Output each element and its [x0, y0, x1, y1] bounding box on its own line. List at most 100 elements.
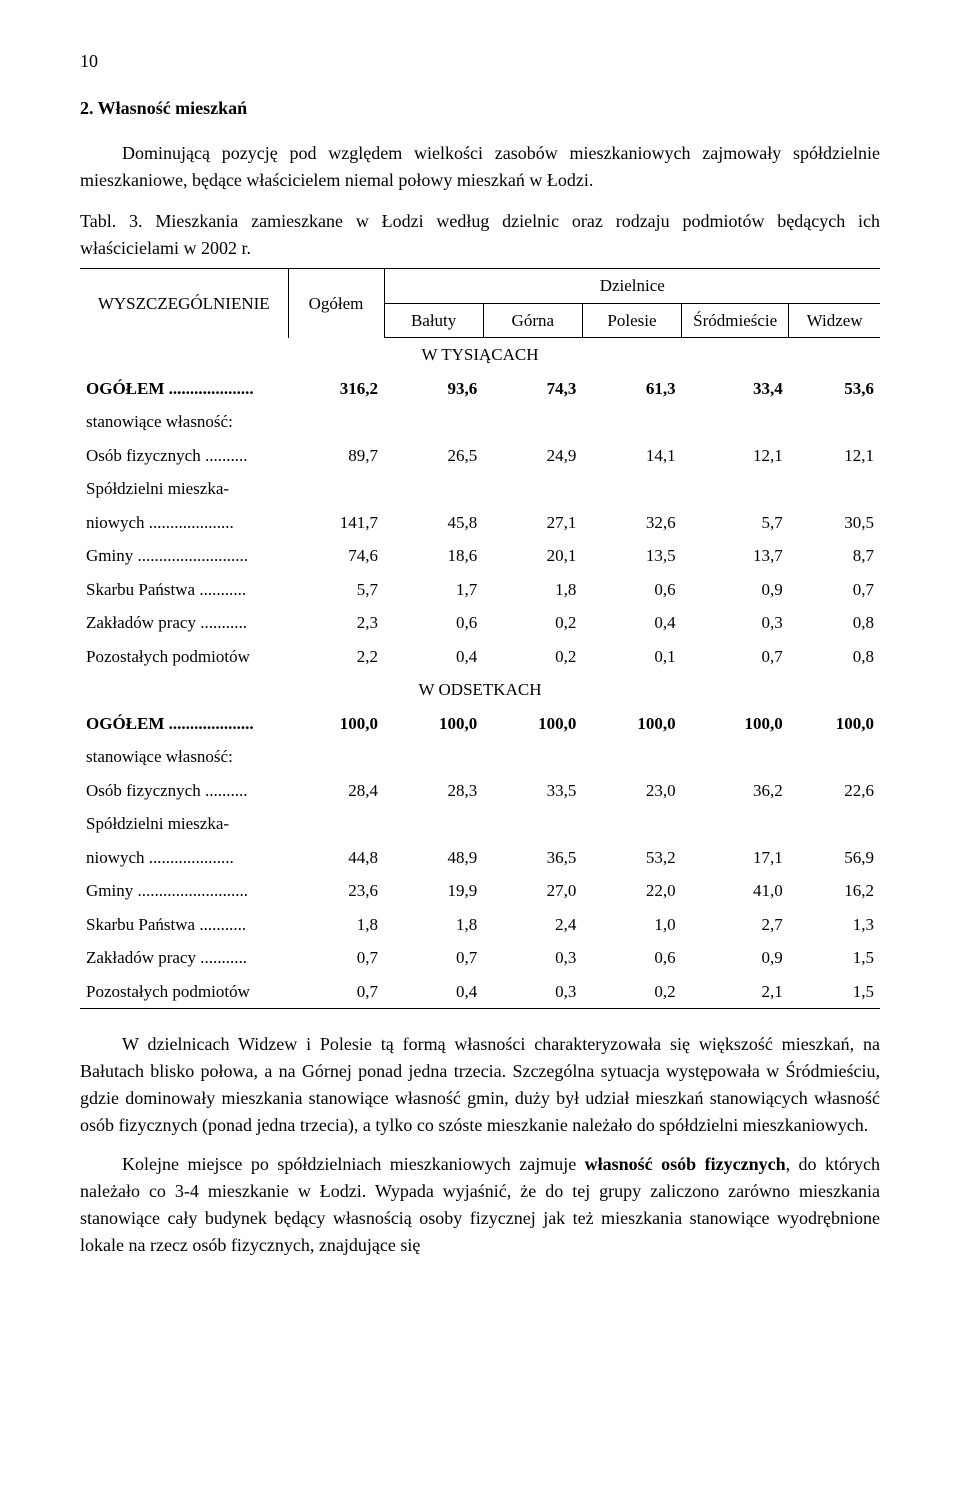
- cell: 0,6: [384, 606, 483, 640]
- row-osob-1: Osób fizycznych ..........: [80, 439, 288, 473]
- th-srodmiescie: Śródmieście: [682, 303, 789, 338]
- table-caption-text: Mieszkania zamieszkane w Łodzi według dz…: [80, 211, 880, 258]
- cell: 17,1: [682, 841, 789, 875]
- cell: 0,9: [682, 941, 789, 975]
- cell: 30,5: [789, 506, 880, 540]
- cell: 0,3: [483, 975, 582, 1009]
- cell: 100,0: [789, 707, 880, 741]
- cell: 2,1: [682, 975, 789, 1009]
- cell: 12,1: [682, 439, 789, 473]
- cell: 100,0: [582, 707, 681, 741]
- unit-thousands: W TYSIĄCACH: [80, 338, 880, 372]
- cell: 100,0: [483, 707, 582, 741]
- th-ogolem: Ogółem: [288, 269, 384, 338]
- cell: 36,5: [483, 841, 582, 875]
- paragraph-1: W dzielnicach Widzew i Polesie tą formą …: [80, 1031, 880, 1139]
- th-gorna: Górna: [483, 303, 582, 338]
- row-spol-1b: niowych ....................: [80, 506, 288, 540]
- page: 10 2. Własność mieszkań Dominującą pozyc…: [0, 0, 960, 1490]
- cell: 0,3: [483, 941, 582, 975]
- cell: 1,5: [789, 941, 880, 975]
- cell: 0,7: [288, 941, 384, 975]
- cell: 27,1: [483, 506, 582, 540]
- section-title: 2. Własność mieszkań: [80, 95, 880, 122]
- row-gminy-1: Gminy ..........................: [80, 539, 288, 573]
- cell: 1,3: [789, 908, 880, 942]
- cell: 0,4: [582, 606, 681, 640]
- cell: 22,6: [789, 774, 880, 808]
- cell: 0,8: [789, 640, 880, 674]
- row-stanowiace-1: stanowiące własność:: [80, 405, 288, 439]
- cell: 13,5: [582, 539, 681, 573]
- unit-percent: W ODSETKACH: [80, 673, 880, 707]
- row-spol-2a: Spółdzielni mieszka-: [80, 807, 288, 841]
- cell: 0,7: [682, 640, 789, 674]
- cell: 0,7: [288, 975, 384, 1009]
- cell: 14,1: [582, 439, 681, 473]
- cell: 74,3: [483, 372, 582, 406]
- cell: 26,5: [384, 439, 483, 473]
- cell: 53,6: [789, 372, 880, 406]
- cell: 1,7: [384, 573, 483, 607]
- data-table: WYSZCZEGÓLNIENIE Ogółem Dzielnice Bałuty…: [80, 268, 880, 1009]
- cell: 56,9: [789, 841, 880, 875]
- row-spol-1a: Spółdzielni mieszka-: [80, 472, 288, 506]
- cell: 0,3: [682, 606, 789, 640]
- cell: 23,0: [582, 774, 681, 808]
- cell: 41,0: [682, 874, 789, 908]
- cell: 22,0: [582, 874, 681, 908]
- cell: 8,7: [789, 539, 880, 573]
- cell: 141,7: [288, 506, 384, 540]
- th-widzew: Widzew: [789, 303, 880, 338]
- cell: 53,2: [582, 841, 681, 875]
- row-pozost-1: Pozostałych podmiotów: [80, 640, 288, 674]
- cell: 100,0: [384, 707, 483, 741]
- cell: 0,2: [483, 640, 582, 674]
- cell: 0,9: [682, 573, 789, 607]
- cell: 33,4: [682, 372, 789, 406]
- cell: 23,6: [288, 874, 384, 908]
- row-pozost-2: Pozostałych podmiotów: [80, 975, 288, 1009]
- th-wyszczegolnienie: WYSZCZEGÓLNIENIE: [80, 269, 288, 338]
- row-ogolem-1: OGÓŁEM ....................: [80, 372, 288, 406]
- row-skarb-1: Skarbu Państwa ...........: [80, 573, 288, 607]
- cell: 1,8: [384, 908, 483, 942]
- th-baluty: Bałuty: [384, 303, 483, 338]
- table-caption: Tabl. 3. Mieszkania zamieszkane w Łodzi …: [80, 208, 880, 262]
- cell: 20,1: [483, 539, 582, 573]
- row-zakl-1: Zakładów pracy ...........: [80, 606, 288, 640]
- cell: 2,3: [288, 606, 384, 640]
- cell: 316,2: [288, 372, 384, 406]
- row-osob-2: Osób fizycznych ..........: [80, 774, 288, 808]
- intro-paragraph: Dominującą pozycję pod względem wielkośc…: [80, 140, 880, 194]
- paragraph-2-pre: Kolejne miejsce po spółdzielniach mieszk…: [122, 1154, 585, 1174]
- cell: 5,7: [682, 506, 789, 540]
- cell: 19,9: [384, 874, 483, 908]
- row-gminy-2: Gminy ..........................: [80, 874, 288, 908]
- cell: 24,9: [483, 439, 582, 473]
- cell: 0,6: [582, 941, 681, 975]
- row-zakl-2: Zakładów pracy ...........: [80, 941, 288, 975]
- cell: 28,4: [288, 774, 384, 808]
- cell: 100,0: [682, 707, 789, 741]
- cell: 5,7: [288, 573, 384, 607]
- cell: 1,0: [582, 908, 681, 942]
- cell: 2,7: [682, 908, 789, 942]
- cell: 0,8: [789, 606, 880, 640]
- cell: 1,8: [288, 908, 384, 942]
- cell: 0,7: [384, 941, 483, 975]
- cell: 0,2: [582, 975, 681, 1009]
- cell: 0,4: [384, 640, 483, 674]
- cell: 61,3: [582, 372, 681, 406]
- th-polesie: Polesie: [582, 303, 681, 338]
- cell: 93,6: [384, 372, 483, 406]
- cell: 13,7: [682, 539, 789, 573]
- row-ogolem-2: OGÓŁEM ....................: [80, 707, 288, 741]
- cell: 0,7: [789, 573, 880, 607]
- cell: 28,3: [384, 774, 483, 808]
- cell: 32,6: [582, 506, 681, 540]
- cell: 18,6: [384, 539, 483, 573]
- row-spol-2b: niowych ....................: [80, 841, 288, 875]
- paragraph-2-bold: własność osób fizycznych: [585, 1154, 786, 1174]
- th-dzielnice: Dzielnice: [384, 269, 880, 304]
